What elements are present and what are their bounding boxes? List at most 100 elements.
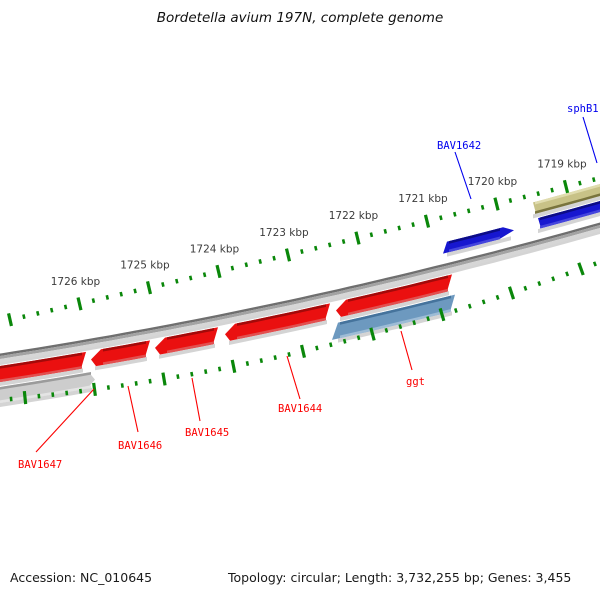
top-ruler-major-tick xyxy=(562,179,570,194)
bottom-ruler-major-tick xyxy=(92,382,97,397)
top-ruler-minor-tick xyxy=(63,304,68,310)
bottom-ruler-minor-tick xyxy=(454,307,458,314)
top-ruler-minor-tick xyxy=(397,225,401,231)
gene-red-b-bevel-bottom xyxy=(348,288,448,316)
gene-label-BAV1642[interactable]: BAV1642 xyxy=(437,140,481,152)
bottom-ruler-major-tick xyxy=(299,344,307,358)
top-ruler-minor-tick xyxy=(49,307,54,313)
top-ruler-minor-tick xyxy=(341,239,346,244)
bottom-ruler-major-tick xyxy=(577,262,585,276)
bottom-ruler-minor-tick xyxy=(9,396,13,402)
gene-BAV1646-bevel-bottom xyxy=(103,354,146,365)
gene-BAV1647-bevel-top xyxy=(0,372,91,390)
bottom-ruler-minor-tick xyxy=(342,338,347,344)
bottom-ruler-minor-tick xyxy=(315,345,319,351)
top-ruler-major-tick xyxy=(215,264,222,279)
top-ruler-minor-tick xyxy=(175,278,179,284)
leader-BAV1642 xyxy=(454,151,472,200)
gene-red-b[interactable] xyxy=(336,274,452,317)
bottom-ruler-minor-tick xyxy=(495,294,500,300)
top-ruler-minor-tick xyxy=(369,232,374,238)
bottom-ruler-minor-tick xyxy=(481,299,486,305)
gene-BAV1645[interactable] xyxy=(155,327,218,355)
gene-label-BAV1644[interactable]: BAV1644 xyxy=(278,403,322,415)
bottom-ruler-minor-tick xyxy=(106,385,111,390)
gene-BAV1646-bevel-top xyxy=(103,341,146,352)
bottom-ruler-minor-tick xyxy=(190,371,194,377)
gene-BAV1644-bevel-top xyxy=(237,304,326,326)
bottom-ruler-minor-tick xyxy=(217,366,222,372)
leader-BAV1645 xyxy=(191,377,201,422)
gene-red-a-shadow xyxy=(0,368,83,386)
ruler-tick-label: 1719 kbp xyxy=(537,159,587,171)
top-ruler-minor-tick xyxy=(188,275,193,281)
bottom-ruler-minor-tick xyxy=(592,261,597,267)
bottom-ruler-minor-tick xyxy=(176,374,180,380)
top-ruler-minor-tick xyxy=(550,187,554,193)
bottom-ruler-minor-tick xyxy=(134,380,138,386)
top-ruler-minor-tick xyxy=(105,294,110,300)
gene-BAV1647-bevel-bottom xyxy=(0,385,91,403)
bottom-ruler-minor-tick xyxy=(398,324,403,330)
top-ruler-minor-tick xyxy=(314,245,318,251)
ruler-tick-label: 1724 kbp xyxy=(190,243,240,255)
bottom-ruler-minor-tick xyxy=(245,361,250,366)
leader-BAV1647 xyxy=(35,388,95,453)
leader-BAV1646 xyxy=(127,385,139,433)
bottom-ruler-minor-tick xyxy=(148,378,152,384)
top-ruler-major-tick xyxy=(76,297,83,311)
bottom-ruler-minor-tick xyxy=(259,358,264,364)
bottom-ruler-minor-tick xyxy=(65,390,69,396)
top-ruler-major-tick xyxy=(423,214,431,228)
gene-ggt[interactable] xyxy=(332,294,455,340)
gene-label-BAV1645[interactable]: BAV1645 xyxy=(185,427,229,439)
bottom-ruler-minor-tick xyxy=(551,276,556,282)
top-ruler-minor-tick xyxy=(411,222,415,228)
bottom-ruler-minor-tick xyxy=(37,393,41,399)
gene-BAV1645-bevel-bottom xyxy=(167,341,214,354)
bottom-ruler-major-tick xyxy=(22,390,28,405)
leader-BAV1644 xyxy=(286,355,301,400)
bottom-ruler-major-tick xyxy=(438,307,446,322)
top-ruler-minor-tick xyxy=(536,191,541,197)
top-ruler-minor-tick xyxy=(36,310,40,316)
gene-BAV1645-shadow xyxy=(159,343,215,359)
top-ruler-minor-tick xyxy=(202,272,207,278)
bottom-ruler-minor-tick xyxy=(287,352,291,357)
bottom-ruler-minor-tick xyxy=(537,281,542,287)
top-ruler-minor-tick xyxy=(327,242,332,248)
bottom-ruler-major-tick xyxy=(161,372,167,386)
gene-BAV1645-bevel-top xyxy=(167,328,214,340)
gene-label-sphB1[interactable]: sphB1 xyxy=(567,103,599,115)
top-ruler-minor-tick xyxy=(508,198,513,203)
map-title: Bordetella avium 197N, complete genome xyxy=(156,10,444,26)
gene-label-ggt[interactable]: ggt xyxy=(406,376,425,388)
gene-BAV1646-shadow xyxy=(95,356,147,371)
top-ruler-minor-tick xyxy=(522,194,527,200)
gene-BAV1646[interactable] xyxy=(91,340,150,367)
gene-sphB1[interactable] xyxy=(533,180,600,214)
gene-fwd-blue-bevel-top xyxy=(540,201,600,221)
gene-fwd-blue-bevel-bottom xyxy=(540,209,600,229)
top-ruler-minor-tick xyxy=(300,249,304,254)
gene-BAV1642-bevel-top xyxy=(449,228,500,244)
top-ruler-minor-tick xyxy=(591,177,596,183)
top-ruler-minor-tick xyxy=(91,298,96,304)
gene-ggt-bevel-top xyxy=(340,295,451,325)
top-ruler-minor-tick xyxy=(230,265,235,271)
top-ruler-minor-tick xyxy=(258,259,262,264)
bottom-ruler-minor-tick xyxy=(565,271,570,277)
gene-red-a[interactable] xyxy=(0,351,86,384)
gene-BAV1644[interactable] xyxy=(225,303,330,341)
gene-label-BAV1647[interactable]: BAV1647 xyxy=(18,459,62,471)
bottom-ruler-minor-tick xyxy=(412,320,417,326)
gene-red-a-bevel-top xyxy=(0,352,82,369)
top-ruler-minor-tick xyxy=(578,180,582,186)
top-ruler-major-tick xyxy=(145,281,153,295)
bottom-ruler-major-tick xyxy=(507,286,516,300)
gene-red-b-bevel-top xyxy=(348,275,448,302)
footer-stats: Topology: circular; Length: 3,732,255 bp… xyxy=(228,570,572,585)
gene-label-BAV1646[interactable]: BAV1646 xyxy=(118,440,162,452)
